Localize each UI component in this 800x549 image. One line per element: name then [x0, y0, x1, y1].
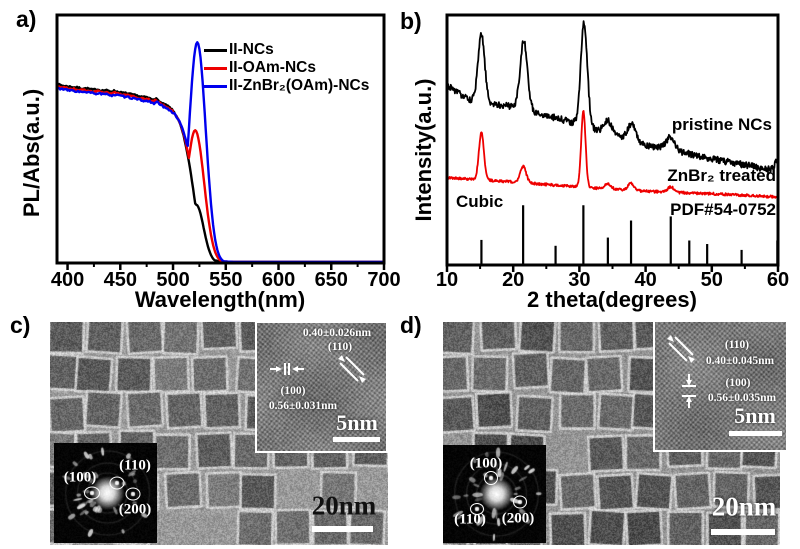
saed-d-spot-circle-100 — [484, 471, 498, 485]
d-spacing-marker-horizontal-icon — [270, 363, 304, 375]
saed-d-label-110: (110) — [454, 511, 486, 528]
annotation-pdf-card: PDF#54-0752 — [670, 200, 776, 219]
x-tick-label: 550 — [209, 269, 243, 291]
panel-b-y-axis-label: Intensity(a.u.) — [411, 78, 436, 222]
legend-row: II-OAm-NCs — [204, 59, 369, 77]
saed-d-spot-circle-110 — [470, 503, 484, 515]
annotation-pristine-ncs: pristine NCs — [671, 115, 772, 134]
x-tick-label: 20 — [502, 269, 525, 291]
hrtem-c-d-spacing-100: 0.56±0.031nm — [268, 400, 338, 412]
saed-d-label-200: (200) — [501, 510, 535, 527]
legend-row: II-NCs — [204, 41, 369, 59]
hrtem-d-d-spacing-100: 0.56±0.035nm — [707, 392, 777, 404]
saed-d-spot-circle-200 — [513, 495, 527, 509]
hrtem-d-scale-bar — [729, 431, 782, 436]
x-tick-label: 10 — [435, 269, 459, 291]
legend-line-red — [204, 66, 227, 70]
saed-c-label-200: (200) — [118, 501, 152, 518]
tem-d-scale-bar-label: 20nm — [711, 491, 777, 522]
d-spacing-marker-diagonal-icon — [667, 335, 695, 363]
legend-label-ii-znbr2-oam-ncs: II-ZnBr₂(OAm)-NCs — [229, 77, 370, 94]
x-tick-label: 40 — [634, 269, 657, 291]
hrtem-d-plane-110: (110) — [724, 339, 750, 351]
hrtem-c-plane-100: (100) — [280, 385, 306, 397]
panel-b-x-axis-label: 2 theta(degrees) — [527, 287, 697, 312]
tem-c-scale-bar — [312, 526, 373, 532]
panel-c-label: c) — [10, 312, 31, 338]
hrtem-d-plane-100: (100) — [725, 377, 751, 389]
annotation-cubic-phase: Cubic — [456, 192, 504, 211]
x-tick-label: 650 — [314, 269, 348, 291]
legend-label-ii-oam-ncs: II-OAm-NCs — [229, 59, 316, 76]
hrtem-d-d-spacing-110: 0.40±0.045nm — [705, 355, 775, 367]
x-tick-label: 30 — [568, 269, 591, 291]
x-tick-label: 700 — [367, 269, 401, 291]
legend-line-blue — [204, 84, 227, 88]
x-tick-label: 600 — [261, 269, 296, 291]
x-tick-label: 400 — [50, 269, 85, 291]
hrtem-inset-c — [255, 321, 388, 453]
saed-d-label-100: (100) — [469, 455, 503, 472]
saed-c-spot-circle-110 — [109, 476, 125, 490]
annotation-znbr2-treated: ZnBr₂ treated — [667, 166, 776, 185]
hrtem-d-scale-bar-label: 5nm — [734, 403, 776, 428]
hrtem-c-scale-bar-label: 5nm — [336, 410, 378, 435]
d-spacing-marker-vertical-icon — [682, 374, 696, 408]
x-tick-label: 500 — [156, 269, 190, 291]
panel-b-label: b) — [400, 8, 422, 34]
panel-a-label: a) — [16, 6, 37, 32]
panel-a-legend: II-NCs II-OAm-NCs II-ZnBr₂(OAm)-NCs — [204, 41, 369, 95]
saed-pattern-d — [443, 445, 546, 543]
panel-a-y-axis-label: PL/Abs(a.u.) — [19, 88, 44, 218]
x-tick-label: 50 — [700, 269, 723, 291]
saed-c-label-100: (100) — [63, 469, 97, 486]
hrtem-c-scale-bar — [333, 437, 380, 442]
saed-c-spot-circle-200 — [125, 487, 141, 501]
hrtem-inset-d — [653, 320, 788, 452]
panel-a-x-ticks: 400 450 500 550 600 650 700 — [0, 269, 800, 293]
legend-row: II-ZnBr₂(OAm)-NCs — [204, 77, 369, 95]
x-tick-label: 60 — [766, 269, 790, 291]
x-tick-label: 450 — [103, 269, 137, 291]
saed-c-spot-circle-100 — [84, 486, 100, 500]
tem-d-scale-bar — [711, 529, 775, 535]
panel-a-x-axis-label: Wavelength(nm) — [134, 287, 306, 312]
hrtem-image-c — [257, 323, 386, 451]
legend-label-ii-ncs: II-NCs — [229, 41, 274, 58]
tem-c-scale-bar-label: 20nm — [311, 490, 377, 521]
hrtem-c-d-spacing-110: 0.40±0.026nm — [302, 327, 372, 339]
panel-b-x-ticks: 10 20 30 40 50 60 — [0, 269, 800, 293]
hrtem-c-plane-110: (110) — [327, 341, 353, 353]
saed-c-label-110: (110) — [119, 457, 151, 474]
legend-line-black — [204, 48, 227, 52]
d-spacing-marker-diagonal-icon — [338, 355, 366, 383]
hrtem-image-d — [655, 322, 786, 450]
panel-d-label: d) — [400, 312, 422, 338]
